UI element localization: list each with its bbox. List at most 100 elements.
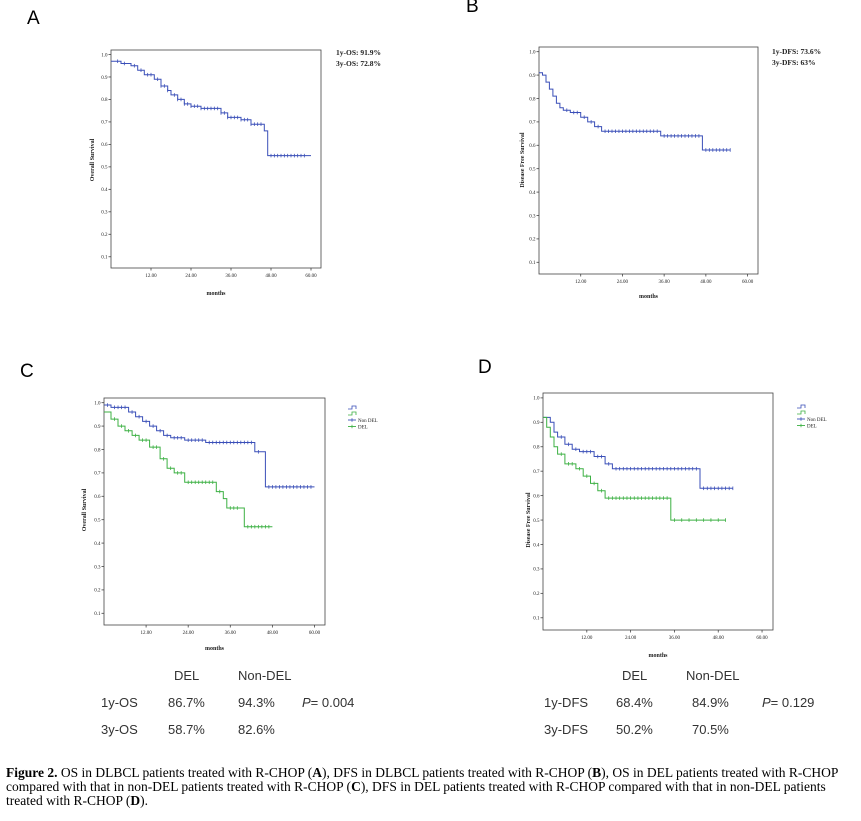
- panel-label-a: A: [27, 8, 40, 29]
- chart-c-ytick-label: 0.9: [94, 425, 101, 430]
- chart-b-annotation: 3y-DFS: 63%: [772, 58, 816, 67]
- chart-b-ytick-label: 0.8: [529, 97, 536, 102]
- panel-label-c: C: [20, 361, 34, 382]
- chart-b-ytick-label: 0.3: [529, 214, 536, 219]
- chart-b-ytick-label: 0.1: [529, 261, 536, 266]
- chart-a-xtick-label: 12.00: [145, 274, 157, 279]
- table-d-row1-label: 1y-DFS: [544, 695, 589, 710]
- chart-c-legend-label: DEL: [358, 425, 368, 430]
- chart-b-ytick-label: 0.9: [529, 74, 536, 79]
- chart-d-ytick-label: 0.5: [533, 519, 540, 524]
- chart-a-ytick-label: 0.9: [101, 76, 108, 81]
- chart-b-xlabel: months: [639, 294, 659, 300]
- table-c-p-value: = 0.004: [310, 695, 355, 710]
- chart-c-ytick-label: 0.3: [94, 565, 101, 570]
- chart-c-xtick-label: 24.00: [183, 631, 195, 636]
- table-c-row1-label: 1y-OS: [101, 695, 138, 710]
- chart-b-ytick-label: 0.5: [529, 167, 536, 172]
- chart-c-ytick-label: 1.0: [94, 401, 101, 406]
- chart-b-xtick-label: 36.00: [659, 280, 671, 285]
- chart-c-xtick-label: 48.00: [267, 631, 279, 636]
- table-c-header-del: DEL: [174, 668, 200, 683]
- table-c-row2-nondel: 82.6%: [238, 722, 275, 737]
- chart-c-legend-glyph: [348, 405, 357, 410]
- table-d-p-label: P: [762, 695, 771, 710]
- chart-a-ytick-label: 0.7: [101, 121, 108, 126]
- chart-a-xtick-label: 48.00: [265, 274, 277, 279]
- table-d-pvalue: P= 0.129: [762, 695, 814, 710]
- table-c-pvalue: P= 0.004: [302, 695, 354, 710]
- table-c-header-nondel: Non-DEL: [238, 668, 292, 683]
- table-d-header-del: DEL: [622, 668, 648, 683]
- table-d-row1-del: 68.4%: [616, 695, 653, 710]
- chart-a-xtick-label: 60.00: [305, 274, 317, 279]
- chart-a-xlabel: months: [206, 291, 226, 297]
- chart-d-ytick-label: 0.9: [533, 421, 540, 426]
- chart-a-ytick-label: 0.4: [101, 188, 108, 193]
- chart-d-ytick-label: 0.8: [533, 446, 540, 451]
- table-d-row1-nondel: 84.9%: [692, 695, 729, 710]
- table-c-p-label: P: [302, 695, 311, 710]
- chart-a-ytick-label: 0.6: [101, 143, 108, 148]
- chart-c-frame: [103, 397, 326, 626]
- table-c-row2-del: 58.7%: [168, 722, 205, 737]
- chart-a-annotation: 1y-OS: 91.9%: [336, 48, 381, 57]
- table-d-row2-del: 50.2%: [616, 722, 653, 737]
- chart-c-ytick-label: 0.5: [94, 518, 101, 523]
- chart-d-ytick-label: 0.3: [533, 568, 540, 573]
- chart-b-ytick-label: 0.2: [529, 238, 536, 243]
- table-d-header-nondel: Non-DEL: [686, 668, 740, 683]
- caption-text-2: ), DFS in DLBCL patients treated with R-…: [321, 765, 593, 780]
- chart-d-xlabel: months: [648, 653, 668, 659]
- caption-ref-d: D: [130, 793, 141, 808]
- table-c-row1-del: 86.7%: [168, 695, 205, 710]
- chart-d-series-non-del: [543, 416, 733, 489]
- chart-c-legend-glyph: [348, 411, 357, 416]
- chart-b-xtick-label: 12.00: [575, 280, 587, 285]
- chart-d-ylabel: Disease Free Survival: [526, 492, 532, 548]
- chart-d-ytick-label: 0.6: [533, 494, 540, 499]
- caption-ref-a: A: [312, 765, 322, 780]
- chart-a-annotation: 3y-OS: 72.8%: [336, 59, 381, 68]
- panel-label-b: B: [466, 0, 479, 17]
- chart-a-ylabel: Overall Survival: [90, 138, 96, 181]
- chart-c-legend-label: Non DEL: [358, 419, 378, 424]
- chart-d-xtick-label: 48.00: [713, 636, 725, 641]
- chart-b-ytick-label: 0.4: [529, 191, 536, 196]
- chart-c-ytick-label: 0.6: [94, 495, 101, 500]
- chart-d-ytick-label: 0.4: [533, 543, 540, 548]
- chart-d-xtick-label: 36.00: [669, 636, 681, 641]
- chart-a-ytick-label: 0.8: [101, 98, 108, 103]
- table-c-row1-nondel: 94.3%: [238, 695, 275, 710]
- chart-c-ytick-label: 0.1: [94, 612, 101, 617]
- chart-d-series-del: [543, 416, 726, 521]
- caption-text-3: ), OS in DEL patients treated with R-CHO…: [6, 765, 838, 794]
- chart-d-xtick-label: 60.00: [756, 636, 768, 641]
- chart-d-xtick-label: 24.00: [625, 636, 637, 641]
- chart-d-ytick-label: 0.7: [533, 470, 540, 475]
- chart-d-legend-glyph: [797, 404, 806, 409]
- chart-c-xtick-label: 12.00: [140, 631, 152, 636]
- chart-a-ytick-label: 1.0: [101, 53, 108, 58]
- chart-a-frame: [110, 49, 322, 269]
- chart-c-ytick-label: 0.8: [94, 448, 101, 453]
- chart-d-legend-glyph: [797, 410, 806, 415]
- chart-a-xtick-label: 36.00: [225, 274, 237, 279]
- chart-b-xtick-label: 60.00: [742, 280, 754, 285]
- chart-b-ytick-label: 0.7: [529, 121, 536, 126]
- chart-d-ytick-label: 0.2: [533, 592, 540, 597]
- chart-b-xtick-label: 24.00: [617, 280, 629, 285]
- chart-a-ytick-label: 0.1: [101, 256, 108, 261]
- chart-c-xlabel: months: [205, 646, 225, 652]
- chart-a-ytick-label: 0.2: [101, 233, 108, 238]
- caption-text-5: ).: [140, 793, 148, 808]
- chart-d-frame: [542, 392, 774, 631]
- chart-b-frame: [538, 46, 759, 275]
- chart-d-ytick-label: 1.0: [533, 397, 540, 402]
- chart-c-ytick-label: 0.2: [94, 589, 101, 594]
- chart-b-ytick-label: 1.0: [529, 50, 536, 55]
- chart-c-ytick-label: 0.7: [94, 472, 101, 477]
